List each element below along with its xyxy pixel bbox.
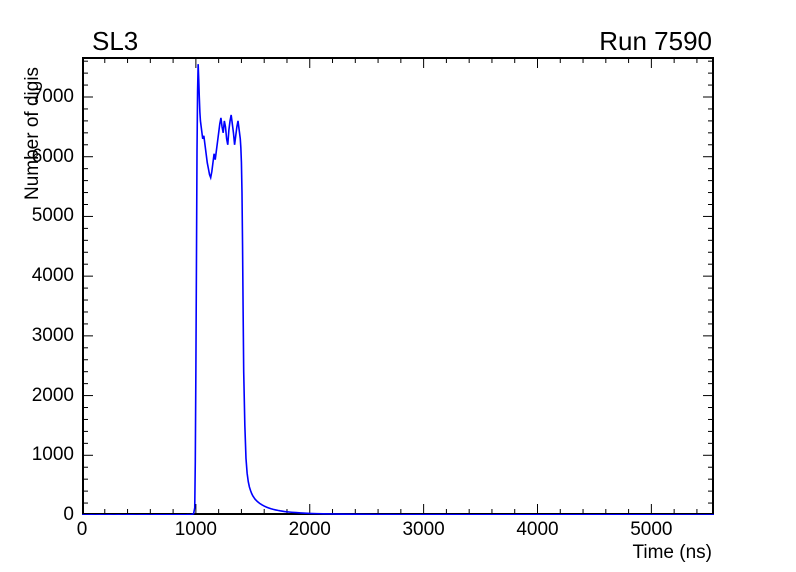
plot-area [82, 57, 714, 515]
x-axis-title: Time (ns) [632, 542, 712, 563]
x-tick-label: 5000 [630, 519, 673, 540]
page-title: SL3 [92, 26, 139, 56]
y-tick-label: 6000 [31, 145, 74, 167]
y-tick-label: 3000 [31, 324, 74, 346]
y-tick-label: 0 [63, 504, 74, 525]
y-tick-label: 2000 [31, 384, 74, 406]
y-tick-label: 4000 [31, 265, 74, 287]
y-tick-label: 7000 [31, 86, 74, 107]
x-tick-label: 2000 [288, 519, 331, 540]
x-tick-label: 4000 [516, 519, 559, 540]
histogram-line [82, 64, 714, 515]
x-tick-label: 3000 [402, 519, 445, 540]
x-tick-label: 1000 [174, 519, 217, 540]
x-tick-label: 0 [76, 519, 88, 540]
y-tick-label: 5000 [31, 205, 74, 227]
y-tick-label: 1000 [31, 444, 74, 466]
axis-ticks [82, 57, 714, 515]
run-label: Run 7590 [599, 26, 712, 56]
